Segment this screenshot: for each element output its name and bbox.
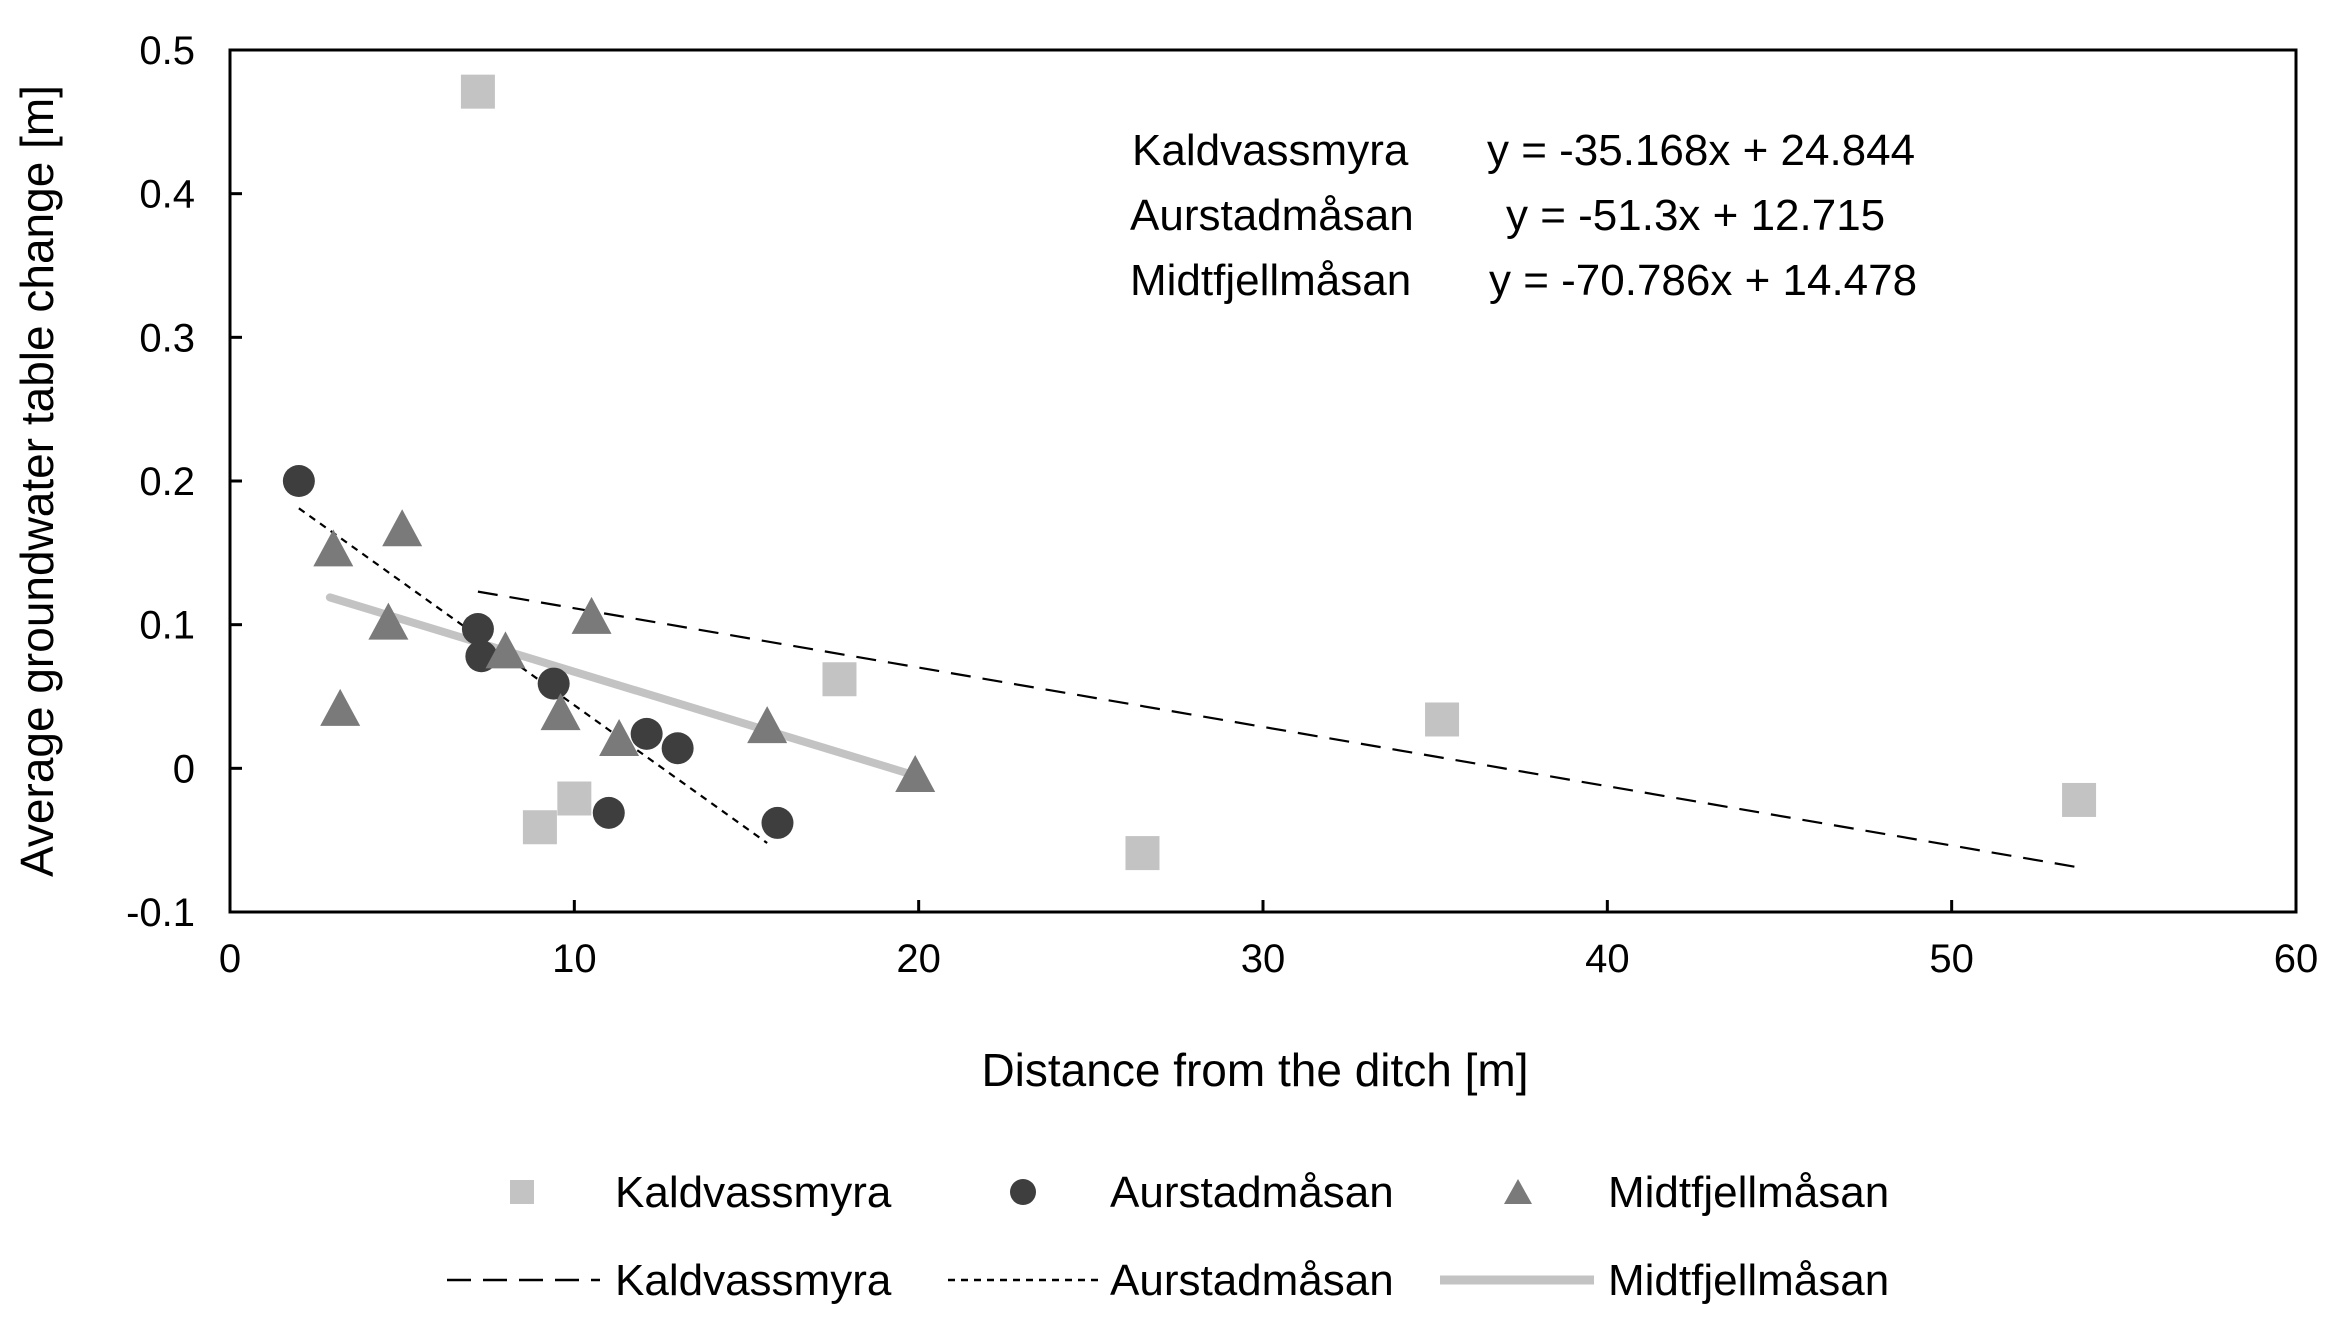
- data-point-square: [522, 810, 557, 845]
- data-point-square: [1125, 836, 1160, 871]
- data-point-triangle: [320, 688, 361, 726]
- data-point-triangle: [540, 693, 581, 731]
- equation-formula: y = -35.168x + 24.844: [1487, 126, 1915, 175]
- y-tick-label: -0.1: [126, 891, 195, 935]
- trendline-solid: [325, 593, 920, 780]
- y-tick-label: 0.2: [139, 460, 195, 504]
- x-tick-label: 50: [1929, 937, 1974, 981]
- legend-label: Kaldvassmyra: [615, 1256, 892, 1305]
- plot-area-frame: [228, 48, 2298, 914]
- legend-marker-square: [510, 1180, 534, 1204]
- legend-label: Aurstadmåsan: [1110, 1256, 1394, 1305]
- x-tick-label: 40: [1585, 937, 1630, 981]
- data-point-triangle: [382, 509, 423, 547]
- data-point-triangle: [895, 754, 936, 792]
- data-point-circle: [461, 612, 494, 645]
- y-axis-title: Average groundwater table change [m]: [11, 85, 63, 877]
- y-tick-label: 0.3: [139, 316, 195, 360]
- legend-label: Midtfjellmåsan: [1608, 1256, 1889, 1305]
- data-point-circle: [630, 717, 663, 750]
- data-point-circle: [592, 796, 625, 829]
- y-tick-label: 0: [173, 747, 195, 791]
- data-point-square: [822, 662, 857, 697]
- axis-ticks: 0 10 20 30 40 50 60 -0.1 0 0.1 0.2 0.3 0.4 0.5: [126, 29, 2318, 981]
- data-point-circle: [661, 732, 694, 765]
- data-point-triangle: [368, 602, 409, 640]
- data-points: [282, 74, 2097, 871]
- x-axis-title: Distance from the ditch [m]: [981, 1044, 1528, 1096]
- data-point-circle: [537, 667, 570, 700]
- y-tick-label: 0.1: [139, 604, 195, 648]
- data-point-triangle: [571, 596, 612, 634]
- data-point-triangle: [747, 706, 788, 744]
- data-point-square: [1425, 702, 1460, 737]
- data-point-square: [2062, 782, 2097, 817]
- equation-formula: y = -51.3x + 12.715: [1506, 191, 1885, 240]
- data-point-triangle: [313, 529, 354, 567]
- data-point-circle: [761, 806, 794, 839]
- legend-label: Midtfjellmåsan: [1608, 1168, 1889, 1217]
- legend-marker-triangle: [1504, 1179, 1532, 1204]
- equation-site-label: Kaldvassmyra: [1132, 126, 1409, 175]
- equation-site-label: Midtfjellmåsan: [1130, 256, 1411, 305]
- x-tick-label: 20: [896, 937, 941, 981]
- trendline-long-dash: [477, 590, 2080, 869]
- y-tick-label: 0.5: [139, 29, 195, 73]
- equation-formula: y = -70.786x + 14.478: [1489, 256, 1917, 305]
- equation-site-label: Aurstadmåsan: [1130, 191, 1414, 240]
- x-tick-label: 10: [552, 937, 597, 981]
- y-tick-label: 0.4: [139, 173, 195, 217]
- data-point-triangle: [599, 719, 640, 757]
- data-point-square: [460, 74, 495, 109]
- legend-label: Kaldvassmyra: [615, 1168, 892, 1217]
- x-tick-label: 60: [2274, 937, 2319, 981]
- x-tick-label: 30: [1241, 937, 1286, 981]
- equations-annotation: Kaldvassmyra y = -35.168x + 24.844 Aurst…: [1130, 126, 1917, 305]
- legend: Kaldvassmyra Aurstadmåsan Midtfjellmåsan…: [447, 1168, 1889, 1305]
- trendlines: [298, 507, 2080, 869]
- data-point-triangle: [485, 631, 526, 669]
- legend-label: Aurstadmåsan: [1110, 1168, 1394, 1217]
- legend-marker-circle: [1010, 1179, 1036, 1205]
- x-tick-label: 0: [219, 937, 241, 981]
- data-point-square: [557, 781, 592, 816]
- trendline-short-dash: [298, 507, 768, 844]
- data-point-circle: [282, 465, 315, 497]
